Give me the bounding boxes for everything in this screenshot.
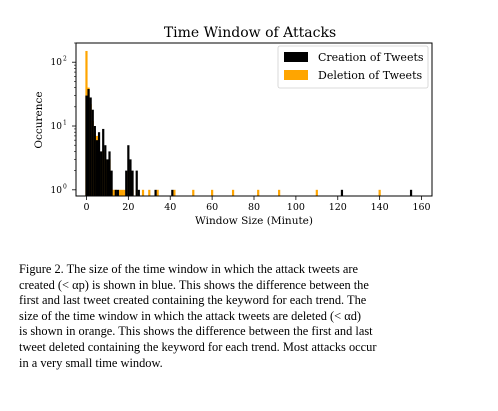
bar-creation — [93, 126, 96, 196]
bar-creation — [100, 151, 103, 196]
bar-creation — [97, 132, 101, 196]
chart-title: Time Window of Attacks — [164, 25, 336, 41]
bar-creation — [135, 170, 138, 196]
bar-creation — [91, 109, 94, 196]
bar-creation — [129, 159, 132, 196]
bars-layer — [85, 50, 413, 196]
x-tick-label: 160 — [412, 202, 430, 213]
bar-deletion — [231, 189, 235, 196]
bar-creation — [125, 170, 128, 196]
y-tick-exponent: 1 — [63, 120, 67, 127]
bar-creation — [104, 145, 107, 196]
bar-deletion — [148, 189, 151, 196]
x-tick-label: 100 — [287, 202, 305, 213]
caption-line: created (< αp) is shown in blue. This sh… — [19, 277, 369, 292]
bar-creation — [114, 189, 117, 196]
bar-creation — [85, 95, 88, 196]
bar-deletion — [192, 189, 195, 196]
caption-line: is shown in orange. This shows the diffe… — [19, 324, 373, 339]
x-tick-label: 0 — [83, 202, 89, 213]
y-tick-label: 10 — [51, 58, 63, 68]
y-tick-label: 10 — [51, 122, 63, 132]
caption-line: Figure 2. The size of the time window in… — [19, 262, 359, 276]
y-tick-label: 10 — [51, 186, 63, 196]
bar-creation — [137, 189, 140, 196]
bar-creation — [409, 189, 413, 196]
bar-creation — [87, 89, 90, 196]
bar-deletion — [211, 189, 214, 196]
x-tick-label: 60 — [206, 202, 218, 213]
legend-label-deletion: Deletion of Tweets — [318, 69, 422, 82]
legend-label-creation: Creation of Tweets — [318, 51, 424, 64]
bar-creation — [89, 97, 92, 196]
bar-creation — [95, 140, 99, 196]
caption-line: tweet deleted containing the keyword for… — [19, 339, 377, 354]
bar-deletion — [156, 189, 159, 196]
bar-creation — [106, 159, 109, 196]
y-tick-exponent: 2 — [63, 56, 67, 63]
bar-deletion — [141, 189, 145, 196]
bar-creation — [108, 151, 111, 196]
legend: Creation of Tweets Deletion of Tweets — [277, 45, 429, 89]
bar-creation — [127, 145, 130, 196]
bar-deletion — [378, 189, 381, 196]
bar-deletion — [173, 189, 176, 196]
bar-creation — [154, 189, 157, 196]
bar-creation — [102, 128, 105, 196]
bar-deletion — [315, 189, 318, 196]
x-tick-label: 20 — [122, 202, 134, 213]
bar-deletion — [278, 189, 281, 196]
bar-deletion — [118, 189, 122, 196]
x-tick-label: 140 — [371, 202, 389, 213]
figure-caption: Figure 2. The size of the time window in… — [19, 262, 449, 371]
bar-creation — [110, 170, 113, 196]
caption-line: size of the time window in which the att… — [19, 308, 362, 323]
bar-creation — [116, 189, 119, 196]
caption-line: first and last tweet created containing … — [19, 293, 367, 308]
y-axis-label: Occurence — [33, 91, 45, 148]
bar-deletion — [112, 189, 115, 196]
time-window-chart: Time Window of Attacks 0 20 40 60 80 100 120 14… — [33, 25, 433, 227]
bar-deletion — [257, 189, 260, 196]
x-tick-label: 40 — [164, 202, 176, 213]
bar-creation — [131, 170, 134, 196]
x-tick-label: 80 — [248, 202, 260, 213]
bar-deletion — [120, 189, 124, 196]
x-axis: 0 20 40 60 80 100 120 140 160 — [83, 196, 431, 213]
bar-deletion — [123, 189, 126, 196]
bar-creation — [171, 189, 174, 196]
caption-line: in a very small time window. — [19, 355, 163, 370]
legend-frame — [277, 45, 429, 89]
legend-swatch-creation — [284, 52, 308, 62]
x-axis-label: Window Size (Minute) — [195, 215, 313, 227]
y-tick-exponent: 0 — [63, 183, 67, 190]
legend-swatch-deletion — [284, 70, 308, 80]
x-tick-label: 120 — [329, 202, 347, 213]
bar-creation — [340, 189, 344, 196]
